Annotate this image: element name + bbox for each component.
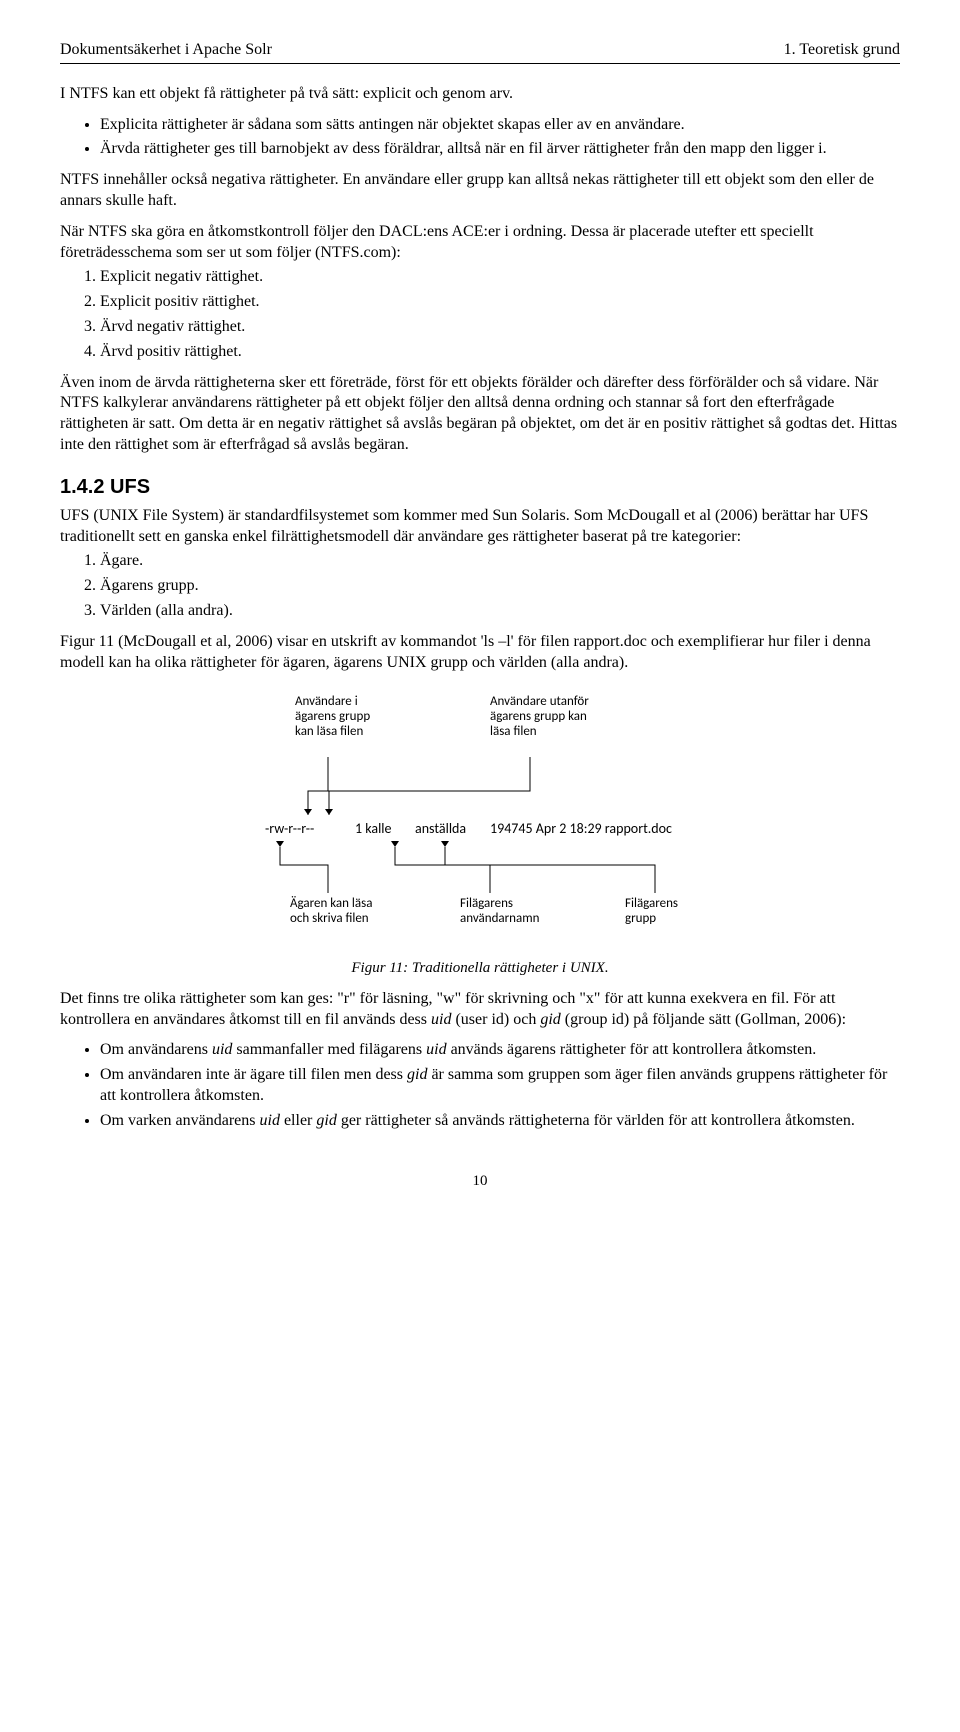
svg-text:Ägaren kan läsa: Ägaren kan läsa [290,896,372,911]
svg-text:användarnamn: användarnamn [460,911,540,926]
ufs-ol-2: Ägarens grupp. [100,576,900,597]
svg-text:Användare i: Användare i [295,694,358,709]
intro-ol-4: Ärvd positiv rättighet. [100,342,900,363]
post-b3-i2: gid [316,1112,336,1129]
post-uid1: uid [431,1011,451,1028]
figure-11-caption: Figur 11: Traditionella rättigheter i UN… [60,959,900,979]
post-b1-i2: uid [426,1041,446,1058]
svg-text:ägarens grupp kan: ägarens grupp kan [490,709,587,724]
intro-ol-3: Ärvd negativ rättighet. [100,317,900,338]
post-b2-i1: gid [407,1066,427,1083]
post-p1: Det finns tre olika rättigheter som kan … [60,989,900,1031]
ufs-heading: 1.4.2 UFS [60,474,900,500]
post-b3-post: ger rättigheter så används rättigheterna… [337,1112,855,1129]
post-b1-pre: Om användarens [100,1041,212,1058]
post-b2-pre: Om användaren inte är ägare till filen m… [100,1066,407,1083]
svg-text:grupp: grupp [625,911,656,926]
post-p1c: (group id) på följande sätt (Gollman, 20… [561,1011,846,1028]
intro-p3: När NTFS ska göra en åtkomstkontroll föl… [60,222,900,264]
post-bullet-2: Om användaren inte är ägare till filen m… [100,1065,900,1107]
post-bullet-1: Om användarens uid sammanfaller med filä… [100,1040,900,1061]
figure-11-svg: Användare iägarens gruppkan läsa filen An… [200,693,760,953]
intro-bullets: Explicita rättigheter är sådana som sätt… [60,115,900,161]
ufs-ol-3: Världen (alla andra). [100,601,900,622]
svg-text:anställda: anställda [415,820,466,837]
post-b1-post: används ägarens rättigheter för att kont… [447,1041,817,1058]
post-b3-pre: Om varken användarens [100,1112,260,1129]
intro-p2: NTFS innehåller också negativa rättighet… [60,170,900,212]
intro-ol-1: Explicit negativ rättighet. [100,267,900,288]
ufs-ol-1: Ägare. [100,551,900,572]
svg-text:ägarens grupp: ägarens grupp [295,709,370,724]
svg-text:kan läsa filen: kan läsa filen [295,724,363,739]
post-b3-i1: uid [260,1112,280,1129]
page-number: 10 [60,1172,900,1192]
ufs-p1: UFS (UNIX File System) är standardfilsys… [60,506,900,548]
intro-ol-2: Explicit positiv rättighet. [100,292,900,313]
svg-text:läsa filen: läsa filen [490,724,537,739]
svg-text:och skriva filen: och skriva filen [290,911,369,926]
ufs-ordered: Ägare. Ägarens grupp. Världen (alla andr… [60,551,900,621]
page-header: Dokumentsäkerhet i Apache Solr 1. Teoret… [60,40,900,64]
figure-11: Användare iägarens gruppkan läsa filen An… [60,693,900,979]
post-bullets: Om användarens uid sammanfaller med filä… [60,1040,900,1131]
svg-text:Filägarens: Filägarens [460,896,513,911]
post-b1-mid: sammanfaller med filägarens [232,1041,426,1058]
post-b1-i1: uid [212,1041,232,1058]
intro-bullet-2: Ärvda rättigheter ges till barnobjekt av… [100,139,900,160]
svg-text:1 kalle: 1 kalle [355,820,392,837]
intro-p1: I NTFS kan ett objekt få rättigheter på … [60,84,900,105]
intro-p4: Även inom de ärvda rättigheterna sker et… [60,373,900,456]
svg-text:Filägarens: Filägarens [625,896,678,911]
svg-text:-rw-r--r--: -rw-r--r-- [265,820,314,837]
svg-text:Användare utanför: Användare utanför [490,694,589,709]
post-b3-mid: eller [280,1112,316,1129]
header-right: 1. Teoretisk grund [784,40,900,61]
post-bullet-3: Om varken användarens uid eller gid ger … [100,1111,900,1132]
post-p1b: (user id) och [451,1011,540,1028]
post-gid1: gid [540,1011,560,1028]
svg-text:194745 Apr 2 18:29 rapport.doc: 194745 Apr 2 18:29 rapport.doc [490,820,672,837]
intro-ordered: Explicit negativ rättighet. Explicit pos… [60,267,900,362]
intro-bullet-1: Explicita rättigheter är sådana som sätt… [100,115,900,136]
ufs-p2: Figur 11 (McDougall et al, 2006) visar e… [60,632,900,674]
header-left: Dokumentsäkerhet i Apache Solr [60,40,272,61]
